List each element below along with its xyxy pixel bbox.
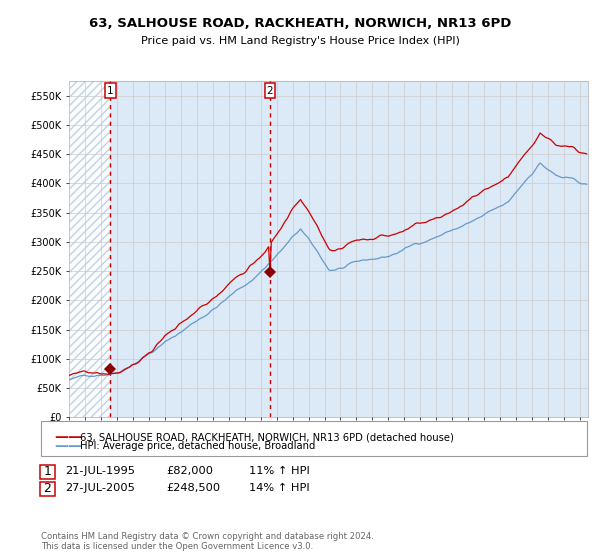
Text: ——: —— [54,439,82,454]
Text: £82,000: £82,000 [167,466,214,476]
Text: 63, SALHOUSE ROAD, RACKHEATH, NORWICH, NR13 6PD: 63, SALHOUSE ROAD, RACKHEATH, NORWICH, N… [89,17,511,30]
Text: 2: 2 [43,482,52,494]
Text: 1: 1 [43,465,52,478]
Text: £248,500: £248,500 [167,483,221,493]
Text: 1: 1 [107,86,113,96]
Text: 11% ↑ HPI: 11% ↑ HPI [249,466,310,476]
Text: Price paid vs. HM Land Registry's House Price Index (HPI): Price paid vs. HM Land Registry's House … [140,36,460,46]
Text: 2: 2 [266,86,273,96]
Text: HPI: Average price, detached house, Broadland: HPI: Average price, detached house, Broa… [80,441,315,451]
Text: Contains HM Land Registry data © Crown copyright and database right 2024.
This d: Contains HM Land Registry data © Crown c… [41,532,374,552]
Text: ——: —— [54,431,82,445]
Text: 63, SALHOUSE ROAD, RACKHEATH, NORWICH, NR13 6PD (detached house): 63, SALHOUSE ROAD, RACKHEATH, NORWICH, N… [80,432,454,442]
Text: 21-JUL-1995: 21-JUL-1995 [65,466,135,476]
Text: 14% ↑ HPI: 14% ↑ HPI [249,483,310,493]
Text: 27-JUL-2005: 27-JUL-2005 [65,483,134,493]
Bar [69,81,110,417]
